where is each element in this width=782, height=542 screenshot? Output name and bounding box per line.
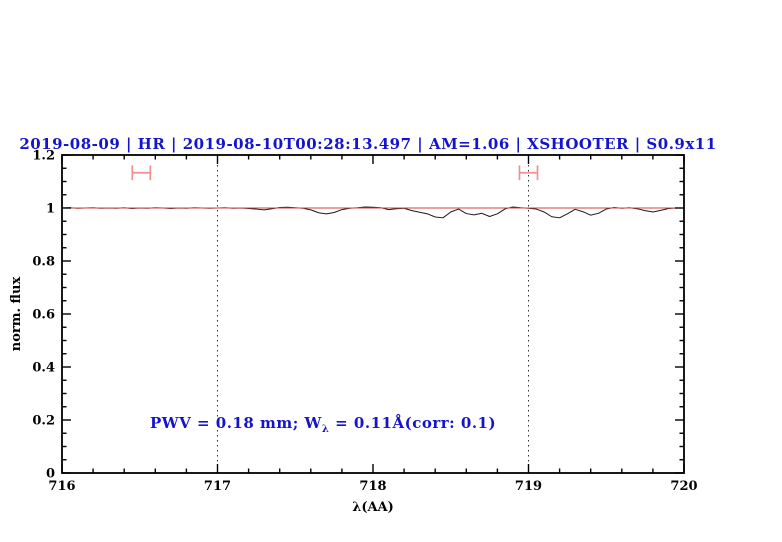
pwv-annotation-subscript: λ [322,424,330,435]
ew-marker-719.0 [518,165,539,181]
y-tick-label-0: 0 [46,467,55,482]
x-tick-label-718: 718 [359,479,386,494]
ew-marker-716.5 [131,165,152,181]
x-tick-label-717: 717 [204,479,231,494]
y-tick-label-0.8: 0.8 [32,255,55,270]
y-tick-label-0.6: 0.6 [32,308,55,323]
axes-frame-and-ticks: 716 717 718 719 720 0 0.2 0.4 0.6 0.8 1 1.2 [32,149,697,495]
pwv-annotation-tail: = 0.11Å(corr: 0.1) [329,414,496,432]
spectrum-series [61,206,684,219]
x-tick-label-716: 716 [48,479,75,494]
y-tick-label-1: 1 [46,202,55,217]
pwv-annotation-text: PWV = 0.18 mm; W [150,414,323,432]
x-axis-label: λ(AA) [352,500,394,515]
x-tick-label-720: 720 [670,479,697,494]
y-axis-label: norm. flux [9,277,24,352]
x-tick-label-719: 719 [515,479,542,494]
y-tick-label-1.2: 1.2 [32,149,55,164]
y-tick-label-0.4: 0.4 [32,361,55,376]
dotted-guide-lines [217,155,529,473]
equivalent-width-markers [131,165,539,181]
pwv-annotation: PWV = 0.18 mm; Wλ = 0.11Å(corr: 0.1) [150,414,496,435]
plot-title: 2019-08-09 | HR | 2019-08-10T00:28:13.49… [19,135,716,153]
observed-normalized-spectrum [61,206,684,219]
y-tick-label-0.2: 0.2 [32,414,55,429]
